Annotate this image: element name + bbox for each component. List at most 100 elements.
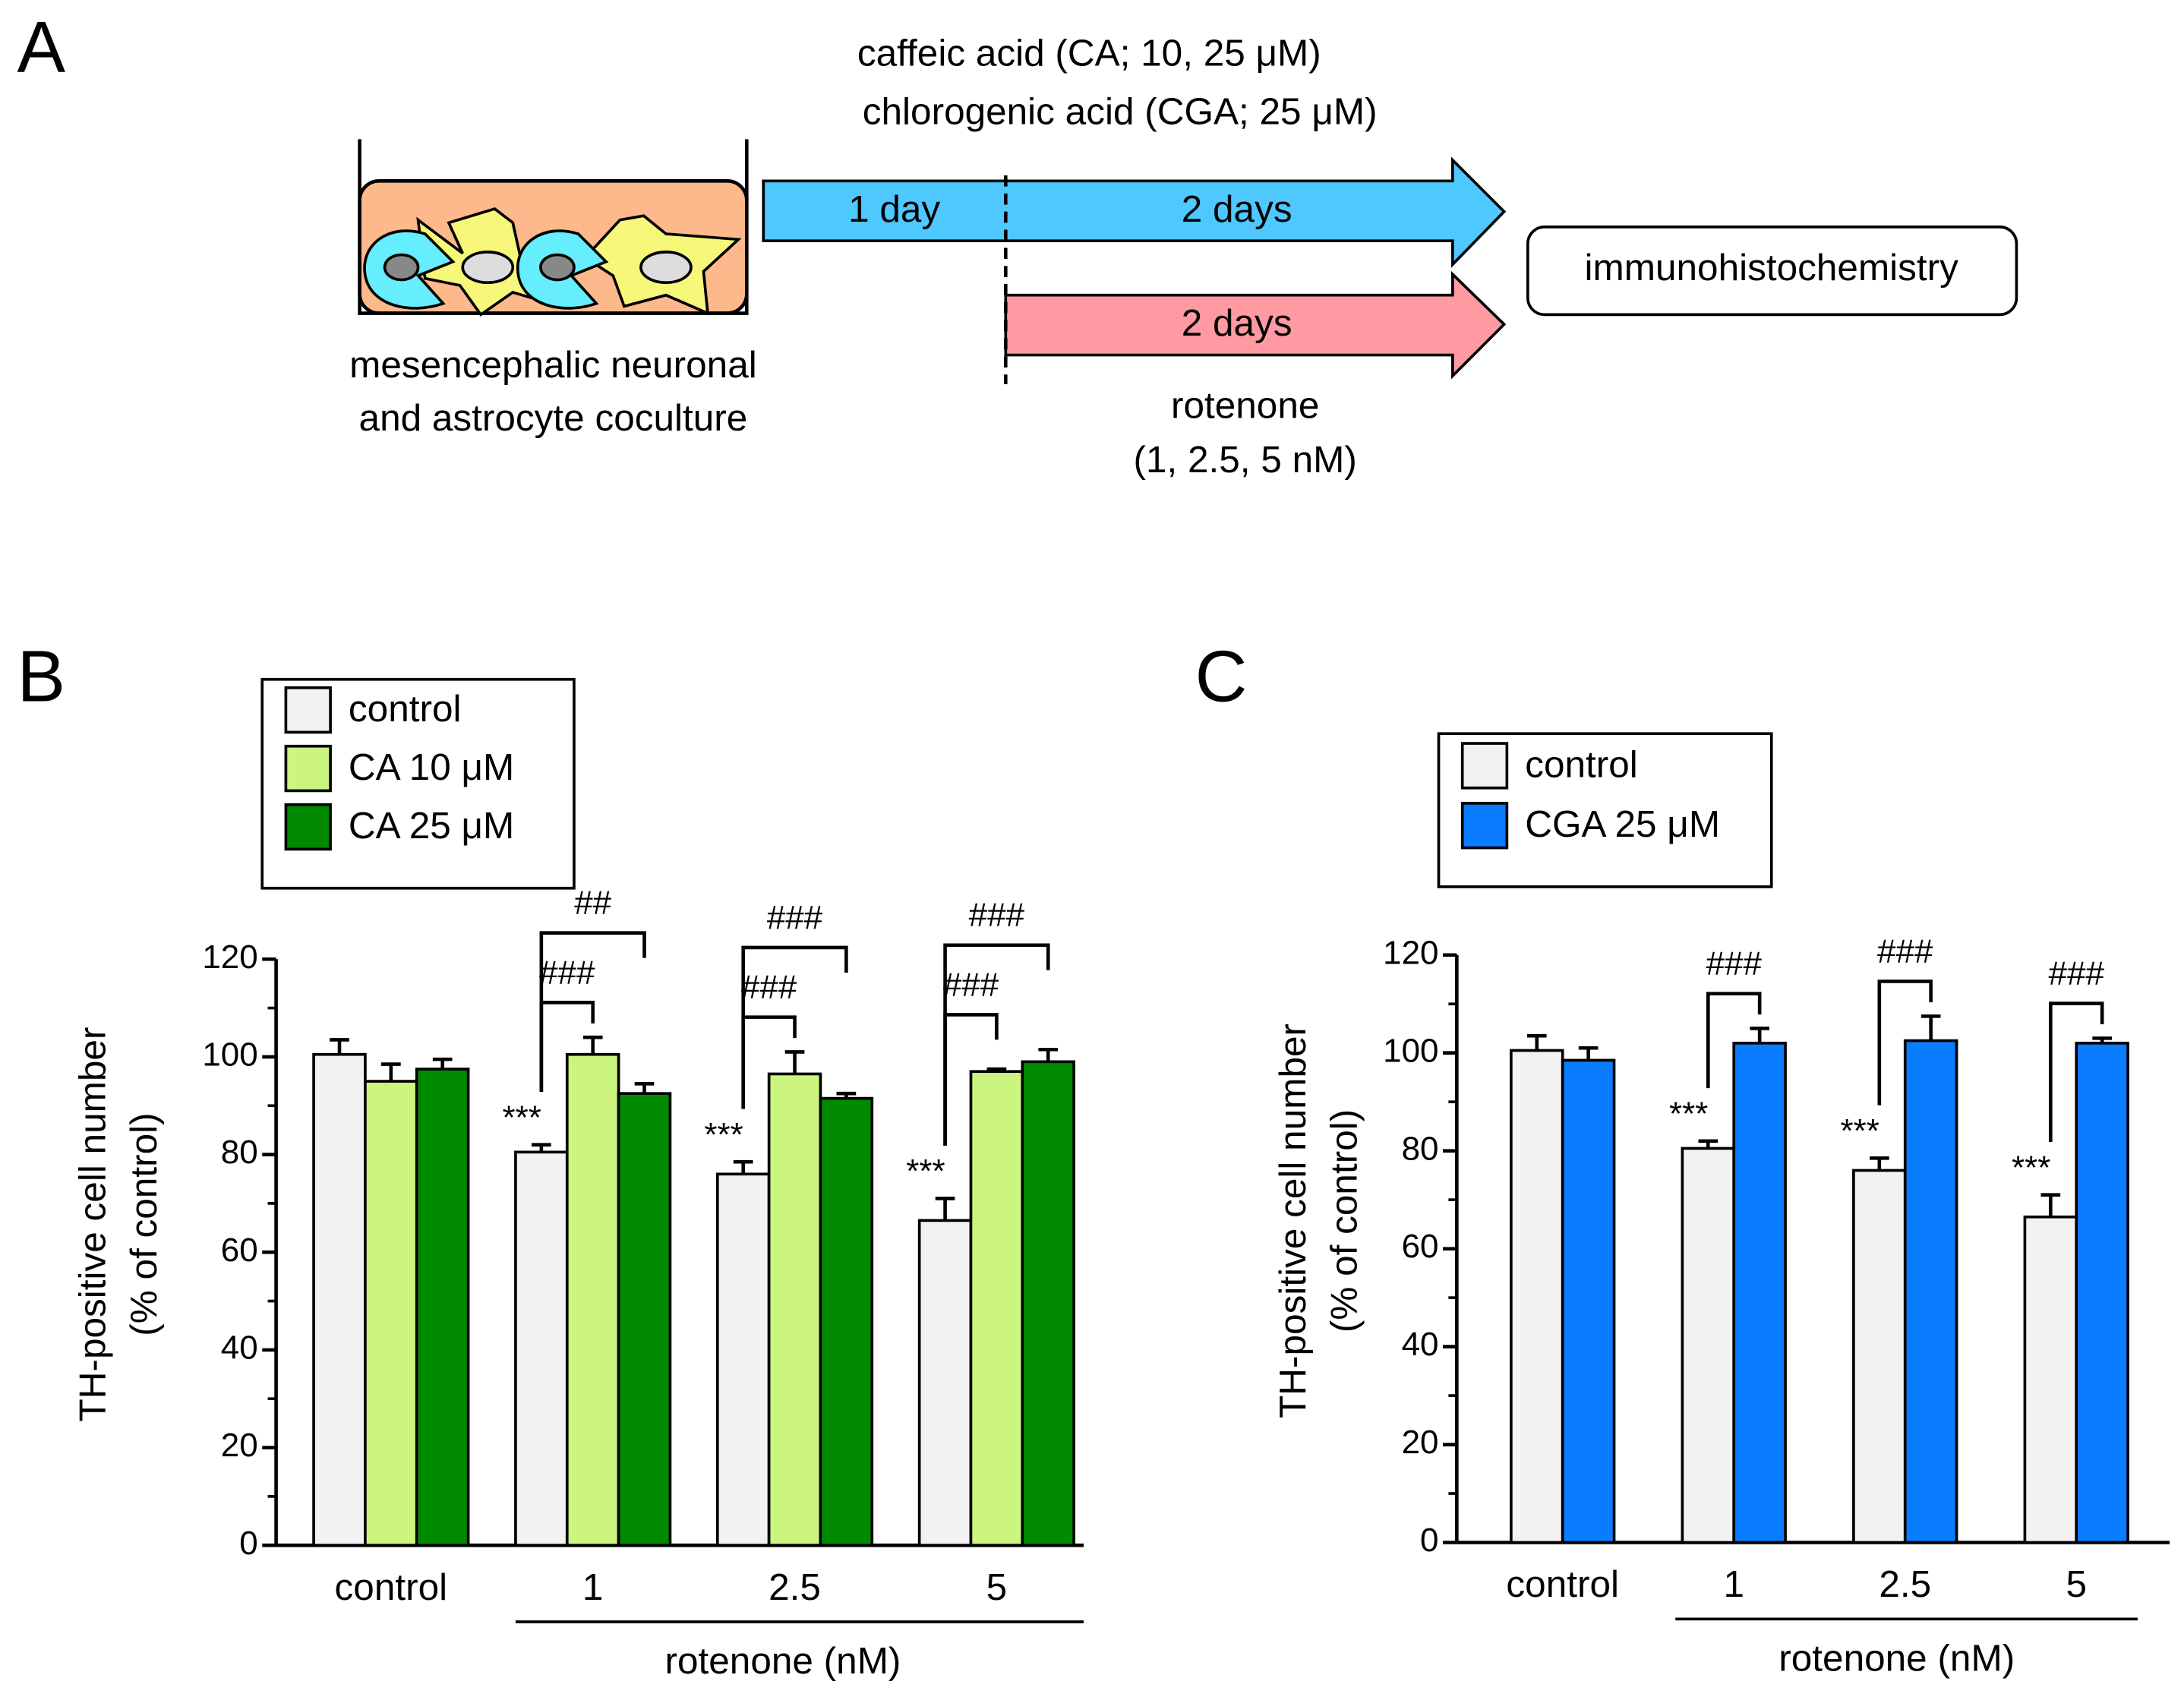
culture-text: mesencephalic neuronal xyxy=(349,344,757,386)
significance: *** xyxy=(1840,1112,1879,1150)
x-tick-label: 1 xyxy=(1723,1563,1744,1605)
legend-swatch xyxy=(1460,742,1509,790)
y-tick-label: 40 xyxy=(221,1329,258,1366)
bar xyxy=(415,1068,470,1547)
legend-swatch xyxy=(284,803,332,851)
y-tick-label: 120 xyxy=(1383,934,1438,971)
bracket-label: ### xyxy=(1877,932,1933,970)
bracket xyxy=(539,931,646,1093)
significance: *** xyxy=(906,1153,945,1190)
bar xyxy=(917,1219,973,1547)
legend-label: control xyxy=(349,688,462,730)
bracket-label: ### xyxy=(741,969,797,1006)
bar xyxy=(1681,1147,1736,1544)
bracket xyxy=(1877,979,1933,1106)
error-bar xyxy=(935,1197,955,1221)
bracket xyxy=(943,943,1050,1146)
error-bar xyxy=(733,1159,753,1175)
y-axis-label: TH-positive cell number xyxy=(1272,1024,1314,1418)
legend-label: CA 25 μM xyxy=(349,805,514,847)
error-bar xyxy=(784,1050,805,1074)
x-axis-label: rotenone (nM) xyxy=(665,1640,901,1682)
y-tick-label: 80 xyxy=(1402,1130,1439,1167)
bar xyxy=(2023,1215,2078,1544)
bar xyxy=(1561,1058,1616,1544)
legend-label: CGA 25 μM xyxy=(1525,803,1720,845)
significance: *** xyxy=(2012,1149,2050,1186)
legend-swatch xyxy=(284,744,332,793)
bar xyxy=(1903,1039,1958,1544)
arrow-rotenone xyxy=(1004,270,1507,380)
legend-label: control xyxy=(1525,743,1638,785)
rotenone-text: (1, 2.5, 5 nM) xyxy=(1133,439,1356,481)
bar xyxy=(819,1096,874,1547)
treatment-text: caffeic acid (CA; 10, 25 μM) xyxy=(857,32,1321,74)
y-tick-label: 60 xyxy=(221,1232,258,1269)
y-tick-label: 40 xyxy=(1402,1326,1439,1363)
error-bar xyxy=(582,1035,603,1055)
panel-label: B xyxy=(17,637,66,718)
bar xyxy=(617,1092,672,1547)
arrow-treatment xyxy=(762,156,1507,268)
significance: *** xyxy=(1669,1095,1708,1132)
bar xyxy=(969,1070,1024,1547)
dish xyxy=(358,139,749,315)
culture-text: and astrocyte coculture xyxy=(359,397,748,439)
bracket xyxy=(2049,1001,2104,1143)
x-axis-label: rotenone (nM) xyxy=(1778,1637,2015,1679)
error-bar xyxy=(2040,1193,2061,1217)
bar xyxy=(514,1150,569,1547)
y-tick-label: 0 xyxy=(1420,1522,1438,1559)
y-tick-label: 60 xyxy=(1402,1228,1439,1265)
bar xyxy=(767,1072,822,1547)
x-tick-label: 2.5 xyxy=(1879,1563,1931,1605)
y-tick-label: 120 xyxy=(202,938,257,976)
bar xyxy=(1510,1049,1564,1544)
bracket xyxy=(1706,992,1762,1089)
error-bar xyxy=(1920,1014,1941,1041)
x-tick-label: 5 xyxy=(2066,1563,2087,1605)
error-bar xyxy=(1578,1046,1599,1061)
y-axis-label: (% of control) xyxy=(1324,1109,1365,1333)
significance: *** xyxy=(503,1099,541,1136)
arrow-label: 2 days xyxy=(1182,188,1292,230)
bar xyxy=(565,1052,620,1547)
y-axis-label: (% of control) xyxy=(123,1112,165,1336)
bracket-label: ### xyxy=(2049,954,2105,992)
bar xyxy=(2075,1041,2129,1544)
error-bar xyxy=(1038,1047,1059,1062)
bracket-label: ### xyxy=(943,966,999,1003)
y-tick-label: 20 xyxy=(1402,1424,1439,1461)
bracket-label: ### xyxy=(969,897,1025,934)
legend-swatch xyxy=(1460,802,1509,850)
bracket xyxy=(741,945,848,1109)
bar xyxy=(1021,1060,1075,1547)
bracket-label: ## xyxy=(574,885,611,922)
nucleus xyxy=(639,251,693,285)
error-bar xyxy=(381,1062,401,1082)
x-tick-label: 1 xyxy=(582,1566,604,1608)
legend-swatch xyxy=(284,686,332,734)
arrow-label: 1 day xyxy=(848,188,940,230)
endpoint-box xyxy=(1526,226,2018,317)
bracket-label: ### xyxy=(767,899,823,936)
y-tick-label: 20 xyxy=(221,1427,258,1464)
bracket-label: ### xyxy=(1706,945,1763,983)
error-bar xyxy=(432,1057,453,1069)
bar xyxy=(1732,1041,1787,1544)
arrow-label: 2 days xyxy=(1182,302,1292,344)
bar xyxy=(312,1052,367,1547)
x-tick-label: control xyxy=(1506,1563,1619,1605)
y-axis-label: TH-positive cell number xyxy=(71,1027,113,1422)
error-bar xyxy=(1750,1027,1769,1043)
bar xyxy=(1852,1169,1907,1544)
bar xyxy=(715,1172,771,1547)
nucleus xyxy=(383,253,420,282)
bar xyxy=(364,1080,418,1547)
x-tick-label: control xyxy=(335,1566,448,1608)
error-bar xyxy=(1526,1033,1547,1051)
rotenone-text: rotenone xyxy=(1171,384,1319,426)
y-tick-label: 100 xyxy=(1383,1032,1438,1069)
